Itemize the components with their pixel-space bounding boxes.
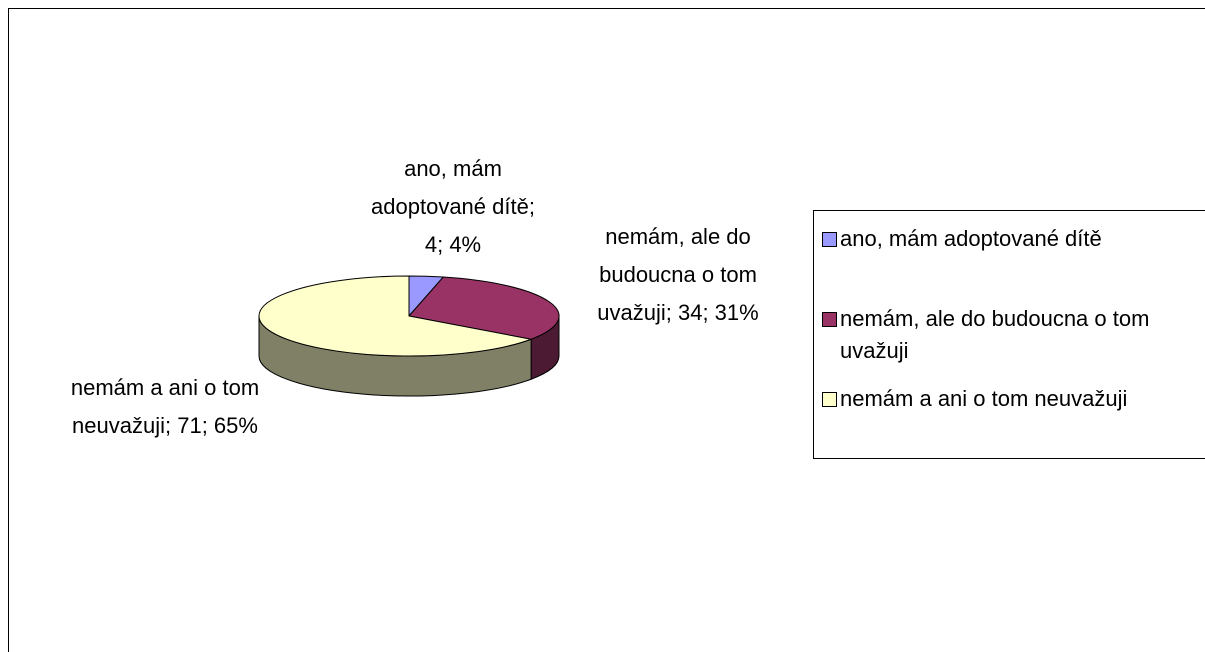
slice <box>408 276 560 340</box>
legend-label: nemám a ani o tom neuvažuji <box>840 386 1127 411</box>
legend-swatch <box>822 392 837 407</box>
legend-box <box>813 210 1205 459</box>
legend-label: ano, mám adoptované dítě <box>840 226 1102 251</box>
data-labels: ano, mám adoptované dítě; 4; 4% nemám, ale … <box>71 156 759 438</box>
data-label: nemám a ani o tom neuvažuji; 71; 65% <box>71 375 259 438</box>
data-label: ano, mám adoptované dítě; 4; 4% <box>371 156 535 257</box>
pie <box>258 275 560 397</box>
slice <box>258 275 533 357</box>
data-label: nemám, ale do budoucna o tom uvažuji; 34; … <box>597 224 758 325</box>
legend: ano, mám adoptované dítě nemám, ale do bu… <box>822 226 1149 411</box>
legend-swatch <box>822 312 837 327</box>
legend-label: nemám, ale do budoucna o tom uvažuji <box>840 306 1149 363</box>
legend-swatch <box>822 232 837 247</box>
